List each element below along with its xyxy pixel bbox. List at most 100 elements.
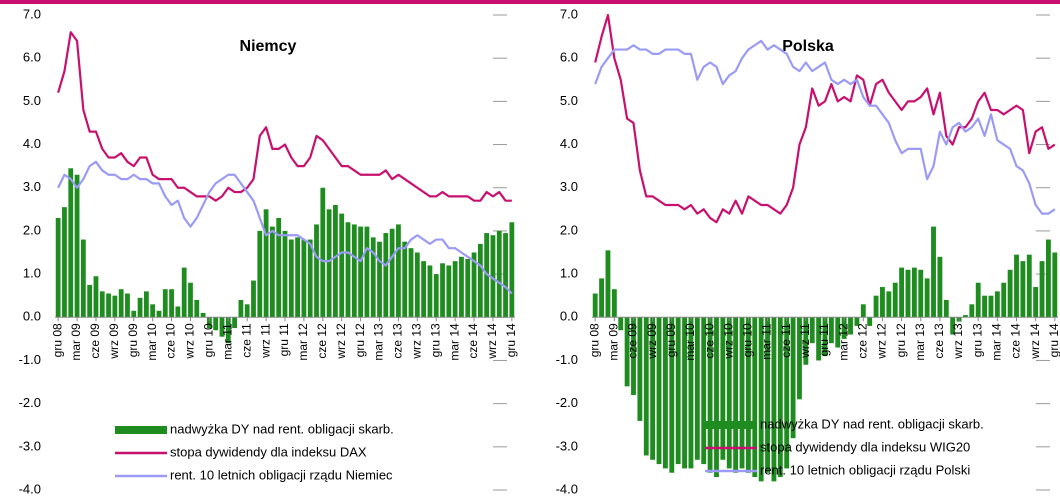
- x-tick-label: gru 11: [817, 323, 831, 356]
- bar: [389, 228, 395, 318]
- legend-label: rent. 10 letnich obligacji rządu Polski: [760, 462, 970, 477]
- y-tick-label: 2.0: [23, 222, 41, 237]
- bar: [969, 304, 975, 318]
- y-tick-label: 2.0: [560, 222, 578, 237]
- bar: [200, 312, 206, 318]
- bar: [377, 241, 382, 318]
- bar: [333, 205, 338, 318]
- bar: [605, 250, 611, 318]
- bar: [62, 207, 67, 318]
- bar: [682, 317, 687, 469]
- bar: [162, 289, 168, 318]
- bar: [886, 291, 892, 318]
- bar: [118, 289, 124, 318]
- x-tick-label: cze 14: [1009, 323, 1023, 359]
- bar: [440, 263, 445, 318]
- bar: [295, 237, 300, 318]
- bar: [982, 295, 988, 318]
- bar: [188, 282, 193, 318]
- bar: [87, 284, 93, 318]
- y-tick-label: -4.0: [556, 481, 578, 495]
- bar: [408, 248, 414, 318]
- x-tick-label: cze 10: [164, 323, 178, 359]
- bar: [758, 317, 764, 482]
- bar: [726, 317, 732, 469]
- bar: [688, 317, 694, 469]
- bar: [232, 317, 237, 329]
- x-tick-label: wrz 11: [258, 323, 272, 359]
- bar: [899, 267, 905, 318]
- bar: [55, 217, 61, 318]
- bar: [669, 317, 675, 473]
- bar: [777, 317, 783, 478]
- bar: [396, 224, 401, 318]
- x-tick-label: mar 12: [296, 323, 310, 361]
- x-tick-label: cze 10: [702, 323, 716, 359]
- x-tick-label: gru 13: [970, 323, 984, 357]
- bar: [244, 304, 250, 318]
- bar: [112, 295, 118, 318]
- bar: [351, 224, 357, 318]
- bar: [733, 317, 739, 473]
- bar: [643, 317, 649, 456]
- x-tick-label: cze 11: [239, 323, 253, 358]
- y-tick-label: 5.0: [560, 93, 578, 108]
- legend-label: stopa dywidendy dla indeksu WIG20: [760, 439, 970, 454]
- y-tick-label: 4.0: [23, 136, 41, 151]
- bar: [931, 226, 936, 318]
- chart-title: Niemcy: [240, 38, 297, 55]
- bar: [784, 317, 790, 469]
- bar: [816, 317, 822, 361]
- bar: [263, 209, 269, 318]
- y-tick-label: 3.0: [560, 179, 578, 194]
- bar: [358, 226, 364, 318]
- bar: [194, 300, 200, 318]
- bar: [181, 267, 187, 318]
- x-tick-label: gru 11: [277, 323, 291, 356]
- bar: [1052, 252, 1058, 318]
- bar: [803, 317, 809, 365]
- bar: [828, 317, 834, 344]
- x-tick-label: mar 11: [760, 323, 774, 360]
- y-tick-label: 4.0: [560, 136, 578, 151]
- x-tick-label: wrz 10: [183, 323, 197, 360]
- x-tick-label: gru 14: [504, 323, 518, 357]
- bar: [892, 282, 898, 318]
- y-tick-label: -4.0: [19, 481, 41, 495]
- bar: [880, 287, 885, 318]
- bar: [618, 317, 624, 331]
- y-tick-label: -2.0: [556, 395, 578, 410]
- y-tick-label: 3.0: [23, 179, 41, 194]
- x-tick-label: cze 12: [855, 323, 869, 359]
- x-tick-label: mar 14: [447, 323, 461, 361]
- x-tick-label: mar 11: [220, 323, 234, 360]
- bar: [402, 241, 408, 318]
- bar: [414, 252, 420, 318]
- x-tick-label: wrz 11: [798, 323, 812, 359]
- legend-label: rent. 10 letnich obligacji rządu Niemiec: [170, 467, 393, 482]
- bar: [206, 317, 212, 329]
- x-tick-label: cze 14: [466, 323, 480, 359]
- bar: [465, 258, 471, 318]
- bar: [433, 274, 439, 318]
- y-tick-label: -3.0: [19, 438, 41, 453]
- bar: [150, 304, 156, 318]
- bar: [1001, 282, 1007, 318]
- bar: [867, 317, 873, 326]
- x-tick-label: wrz 14: [485, 323, 499, 360]
- bar: [797, 317, 802, 400]
- bar: [1020, 261, 1026, 318]
- bar: [943, 300, 949, 318]
- y-tick-label: 6.0: [560, 50, 578, 65]
- x-tick-label: wrz 09: [645, 323, 659, 360]
- bar: [809, 317, 815, 344]
- bar: [745, 317, 751, 473]
- bar: [841, 317, 847, 339]
- bar: [131, 310, 137, 318]
- bar: [611, 289, 617, 318]
- bar: [720, 317, 726, 460]
- x-tick-label: wrz 12: [875, 323, 889, 360]
- x-tick-label: wrz 14: [1028, 323, 1042, 360]
- x-tick-label: wrz 12: [334, 323, 348, 360]
